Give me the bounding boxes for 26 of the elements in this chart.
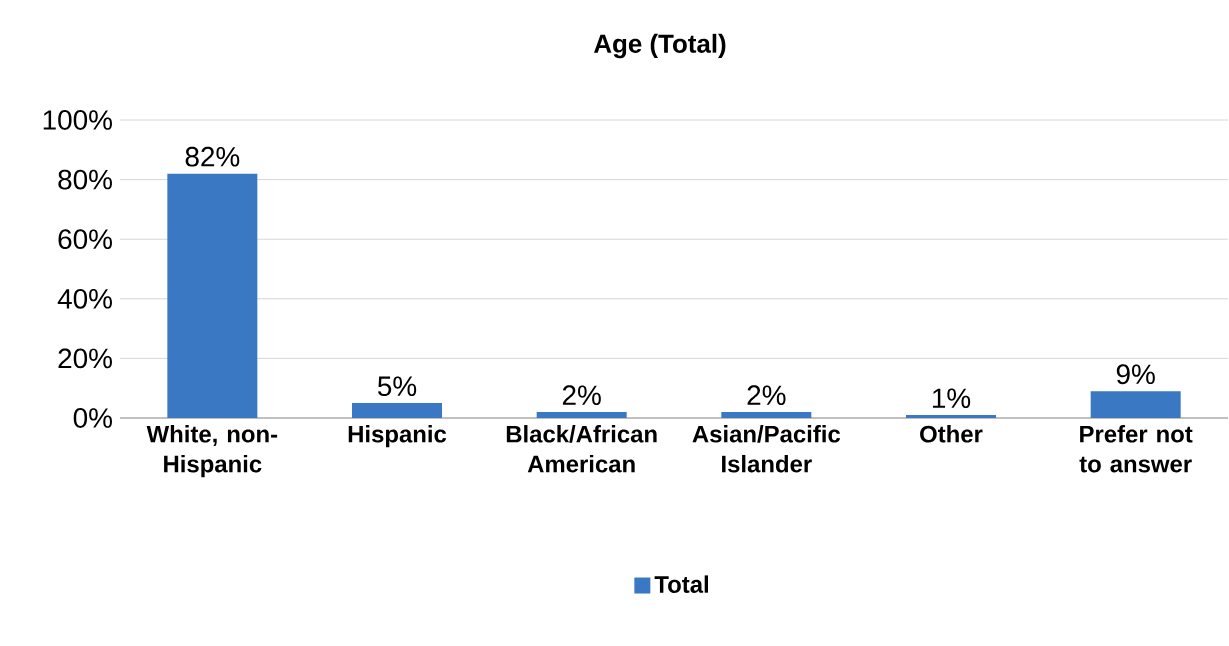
x-tick-label: Prefer not to answer [1079, 425, 1193, 473]
data-label: 1% [932, 388, 971, 408]
y-tick-label: 60% [58, 229, 112, 250]
y-tick-label: 40% [57, 288, 112, 309]
y-tick-label: 100% [43, 110, 112, 130]
x-tick-label: Black/African American [506, 425, 657, 473]
data-label: 5% [377, 376, 417, 397]
x-tick-label: Hispanic [348, 425, 447, 448]
data-label: 9% [1116, 364, 1155, 385]
bar [536, 412, 627, 418]
data-label: 2% [747, 385, 786, 405]
bar [721, 412, 812, 418]
data-label: 2% [562, 385, 601, 405]
bar [352, 403, 442, 418]
y-tick-label: 0% [73, 408, 112, 428]
x-tick-label: White, non-Hispanic [146, 425, 278, 478]
bar [906, 415, 997, 418]
data-label: 82% [185, 146, 240, 167]
x-tick-label: Asian/Pacific Islander [692, 425, 841, 473]
x-tick-label: Other [920, 425, 983, 443]
y-tick-label: 80% [58, 169, 112, 190]
bar [1090, 391, 1181, 418]
y-tick-label: 20% [58, 348, 112, 369]
chart-title: Age (Total) [594, 33, 726, 59]
bar [167, 173, 258, 418]
legend-label: Total [654, 575, 708, 593]
